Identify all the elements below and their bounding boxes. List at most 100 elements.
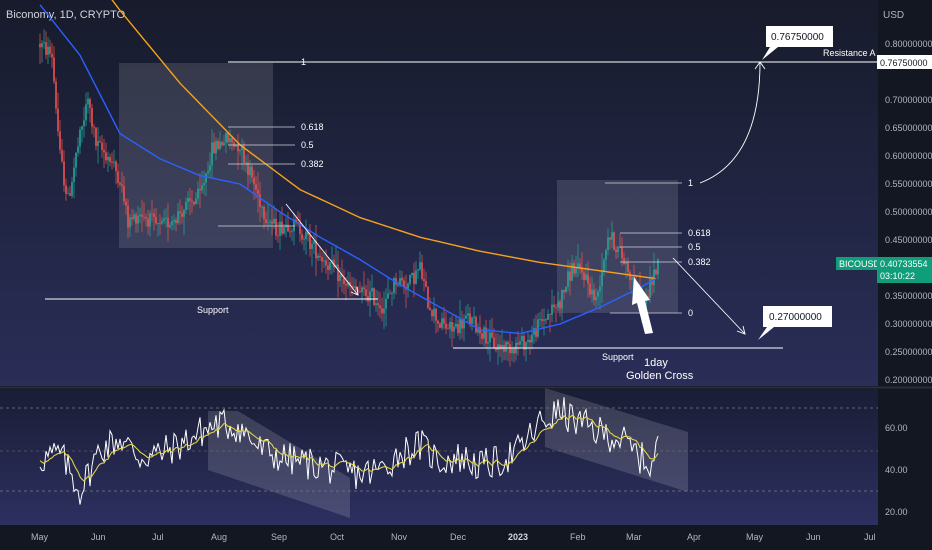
- candle-body: [323, 260, 325, 262]
- candle-body: [345, 284, 347, 286]
- candle-body: [487, 342, 489, 344]
- fib-label: 1: [301, 57, 306, 67]
- candle-body: [347, 281, 349, 286]
- candle-body: [219, 141, 221, 149]
- candle-body: [357, 290, 359, 292]
- candle-body: [133, 214, 135, 220]
- candle-body: [451, 321, 453, 332]
- candle-body: [627, 262, 629, 272]
- candle-body: [545, 319, 547, 321]
- candle-body: [355, 286, 357, 291]
- rsi-line: [39, 397, 659, 505]
- candle-body: [145, 217, 147, 219]
- candle-body: [551, 304, 553, 315]
- candle-body: [185, 201, 187, 210]
- candle-body: [457, 324, 459, 334]
- candle-body: [85, 104, 87, 121]
- candle-body: [319, 255, 321, 258]
- candle-body: [499, 344, 501, 350]
- candle-body: [187, 198, 189, 202]
- candle-body: [471, 317, 473, 324]
- candle-body: [195, 198, 197, 205]
- candle-body: [595, 296, 597, 301]
- candle-body: [591, 289, 593, 295]
- candle-body: [307, 231, 309, 235]
- projection-arrow-down: [672, 257, 746, 335]
- candle-body: [57, 108, 59, 132]
- candle-body: [117, 171, 119, 183]
- candle-body: [417, 269, 419, 271]
- support-label-left: Support: [197, 305, 229, 315]
- candle-body: [293, 219, 295, 232]
- candle-body: [525, 342, 527, 350]
- current-price-badge: [877, 257, 932, 283]
- candle-body: [169, 225, 171, 228]
- candle-body: [161, 220, 163, 224]
- candle-body: [325, 260, 327, 266]
- fib-levels-left: [218, 126, 295, 227]
- candle-body: [435, 308, 437, 321]
- candle-body: [129, 217, 131, 228]
- price-tick: 0.25000000: [885, 347, 932, 357]
- candle-body: [127, 205, 129, 228]
- candle-body: [61, 149, 63, 162]
- candle-body: [485, 327, 487, 344]
- candle-body: [71, 182, 73, 196]
- time-label: Feb: [570, 532, 586, 542]
- golden-cross-label-2: Golden Cross: [626, 370, 694, 382]
- candle-body: [455, 324, 457, 327]
- candle-body: [79, 129, 81, 147]
- candle-body: [149, 213, 151, 227]
- candle-body: [477, 327, 479, 333]
- candle-body: [567, 271, 569, 287]
- price-axis[interactable]: 0.80000000 0.70000000 0.65000000 0.60000…: [885, 39, 932, 385]
- candle-body: [415, 270, 417, 284]
- candle-body: [565, 286, 567, 293]
- candle-body: [77, 146, 79, 153]
- time-axis[interactable]: May Jun Jul Aug Sep Oct Nov Dec 2023 Feb…: [31, 532, 876, 542]
- candle-body: [653, 269, 655, 285]
- candle-body: [183, 209, 185, 217]
- candle-body: [295, 219, 297, 223]
- candle-body: [437, 320, 439, 324]
- candle-body: [349, 281, 351, 286]
- current-price-text: 0.40733554: [880, 259, 928, 269]
- candle-body: [115, 161, 117, 172]
- candle-body: [165, 217, 167, 219]
- candle-body: [225, 132, 227, 143]
- rsi-axis[interactable]: 60.00 40.00 20.00: [885, 423, 908, 517]
- candle-body: [211, 142, 213, 166]
- candle-body: [173, 219, 175, 222]
- price-tick: 0.65000000: [885, 123, 932, 133]
- candle-body: [291, 231, 293, 233]
- time-label: 2023: [508, 532, 528, 542]
- candle-body: [363, 287, 365, 290]
- candle-body: [251, 166, 253, 178]
- candle-body: [309, 234, 311, 249]
- time-label: Jul: [864, 532, 876, 542]
- candle-body: [541, 319, 543, 321]
- candle-body: [527, 339, 529, 343]
- candle-body: [469, 313, 471, 324]
- candle-body: [657, 259, 659, 275]
- candle-body: [397, 284, 399, 286]
- candle-body: [555, 307, 557, 308]
- candle-body: [263, 206, 265, 220]
- candle-body: [235, 144, 237, 147]
- candle-body: [327, 265, 329, 270]
- candle-body: [383, 308, 385, 314]
- candle-body: [577, 263, 579, 268]
- candle-body: [111, 161, 113, 163]
- candle-body: [373, 288, 375, 305]
- candle-body: [313, 241, 315, 244]
- callout-target-text: 0.27000000: [769, 312, 822, 323]
- rsi-tick: 20.00: [885, 507, 908, 517]
- fib-label: 0.618: [301, 122, 324, 132]
- price-tick: 0.45000000: [885, 235, 932, 245]
- candle-body: [505, 342, 507, 352]
- candle-body: [275, 218, 277, 236]
- candle-body: [281, 221, 283, 234]
- candle-body: [443, 318, 445, 324]
- candle-body: [147, 218, 149, 227]
